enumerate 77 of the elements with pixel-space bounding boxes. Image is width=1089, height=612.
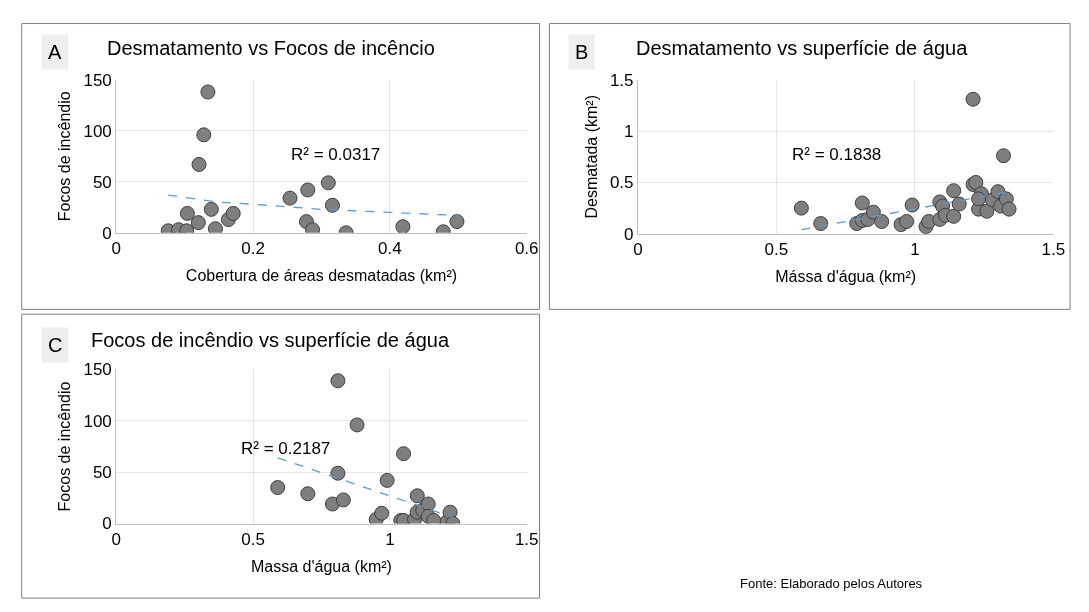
point (300, 182, 316, 198)
point (951, 196, 967, 212)
point (854, 195, 870, 211)
point (282, 190, 298, 206)
point (395, 219, 411, 233)
y-tick-label: 0 (102, 514, 112, 534)
y-tick-label: 1.5 (609, 70, 634, 90)
point (396, 446, 412, 462)
annotation: R² = 0.2187 (241, 439, 331, 458)
annotation: R² = 0.0317 (291, 145, 381, 164)
point (320, 175, 336, 191)
point (349, 417, 365, 433)
text: B (575, 41, 589, 63)
point (874, 213, 890, 229)
point (946, 208, 962, 224)
point (971, 191, 987, 207)
point (946, 183, 962, 199)
y-axis-title: Focos de incêndio (56, 91, 74, 222)
x-tick-label: 1 (910, 240, 920, 260)
point (191, 156, 207, 172)
point (270, 480, 286, 496)
point (196, 127, 212, 143)
point (904, 197, 920, 213)
point (324, 197, 340, 213)
x-tick-label: 0.2 (241, 239, 265, 259)
point (409, 488, 425, 504)
x-tick-label: 1.5 (1041, 240, 1066, 260)
y-tick-label: 50 (92, 463, 112, 483)
point (899, 213, 915, 229)
chart-title: Desmatamento vs Focos de incêncio (107, 37, 435, 59)
text: C (48, 334, 63, 356)
x-axis-title: Massa d'água (km²) (251, 557, 392, 575)
point (965, 91, 981, 107)
point (793, 200, 809, 216)
point (203, 201, 219, 217)
x-tick-label: 0.5 (241, 529, 265, 549)
point (379, 472, 395, 488)
point (190, 215, 206, 231)
x-tick-label: 0.6 (514, 239, 539, 259)
point (335, 492, 351, 508)
x-tick-label: 0.4 (378, 239, 402, 259)
y-tick-label: 100 (83, 411, 112, 431)
x-tick-label: 1 (385, 529, 395, 549)
y-tick-label: 0 (624, 224, 634, 244)
point (179, 205, 195, 221)
point (300, 486, 316, 502)
x-tick-label: 1.5 (514, 529, 539, 549)
point (200, 84, 216, 100)
annotation: R² = 0.1838 (792, 145, 882, 164)
point (865, 204, 881, 220)
y-axis-title: Focos de incêndio (56, 381, 74, 512)
x-axis-title: Mássa d'água (km²) (775, 267, 917, 285)
y-tick-label: 100 (83, 121, 112, 141)
point (420, 496, 436, 512)
point (1001, 201, 1017, 217)
y-tick-label: 0 (102, 223, 112, 243)
point (330, 373, 346, 389)
point (813, 216, 829, 232)
point (996, 148, 1012, 164)
point (225, 205, 241, 221)
point (979, 203, 995, 219)
y-tick-label: 0.5 (609, 173, 634, 193)
y-axis-title: Desmatada (km²) (582, 94, 600, 219)
source-note: Fonte: Elaborado pelos Autores (740, 576, 923, 591)
x-axis-title: Cobertura de áreas desmatadas (km²) (185, 266, 458, 284)
x-tick-label: 0.5 (764, 240, 789, 260)
point (374, 505, 390, 521)
y-tick-label: 150 (83, 70, 112, 90)
point (449, 214, 465, 230)
chart-title: Desmatamento vs superfície de água (636, 37, 969, 59)
y-tick-label: 50 (92, 172, 112, 192)
y-tick-label: 150 (83, 360, 112, 380)
chart-title: Focos de incêndio vs superfície de água (91, 329, 450, 351)
text: A (48, 41, 62, 63)
y-tick-label: 1 (624, 122, 634, 142)
point (330, 465, 346, 481)
point (207, 221, 223, 233)
